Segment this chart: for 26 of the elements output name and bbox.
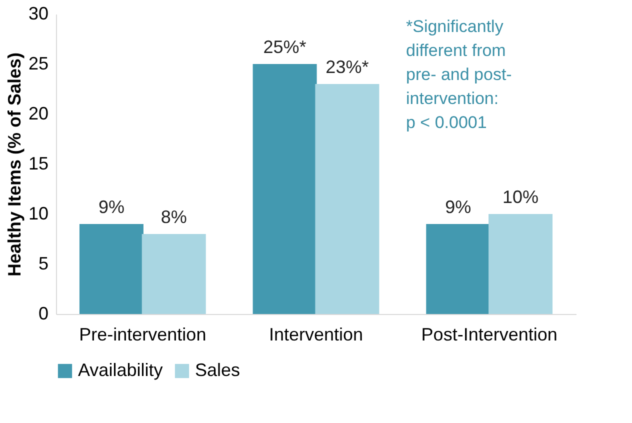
bar <box>315 84 380 314</box>
y-tick-label: 10 <box>28 204 48 224</box>
data-label: 9% <box>445 197 472 217</box>
data-label: 9% <box>98 197 124 217</box>
y-tick-label: 5 <box>38 254 48 274</box>
bar <box>142 234 206 314</box>
annotation: *Significantly different from pre- and post- intervention: p < 0.0001 <box>406 17 512 132</box>
bar <box>252 64 317 314</box>
legend-label: Availability <box>78 360 163 380</box>
y-tick-label: 25 <box>28 54 48 74</box>
y-axis-title: Healthy Items (% of Sales) <box>4 52 24 277</box>
data-label: 10% <box>502 187 539 207</box>
x-tick-label: Pre-intervention <box>79 324 206 344</box>
y-tick-label: 20 <box>28 104 48 124</box>
y-tick-label: 0 <box>38 304 48 324</box>
x-tick-label: Post-Intervention <box>421 324 558 344</box>
data-label: 25%* <box>263 37 306 57</box>
bar <box>79 224 144 314</box>
legend-label: Sales <box>195 360 240 380</box>
data-label: 8% <box>160 207 187 227</box>
bar <box>426 224 490 314</box>
y-tick-label: 30 <box>28 4 48 24</box>
x-tick-label: Intervention <box>268 324 364 344</box>
bar <box>488 214 553 314</box>
data-label: 23%* <box>326 57 369 77</box>
y-tick-label: 15 <box>28 154 48 174</box>
